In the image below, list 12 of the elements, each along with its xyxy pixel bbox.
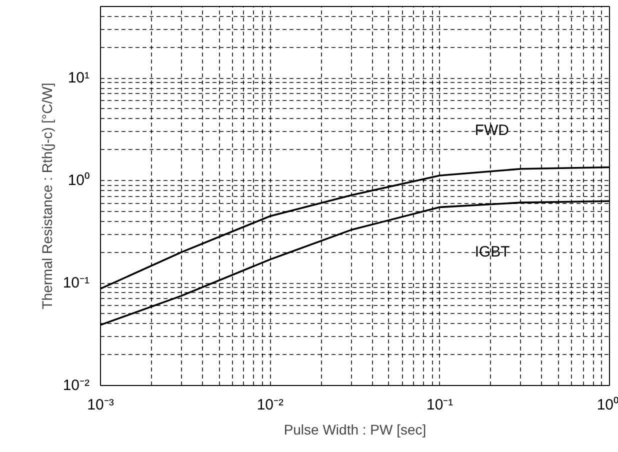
- x-axis-title: Pulse Width : PW [sec]: [284, 422, 426, 438]
- x-tick-label: 10⁻²: [256, 396, 284, 414]
- y-axis-title: Thermal Resistance : Rth(j-c) [°C/W]: [38, 82, 55, 310]
- x-tick-label: 10⁰: [596, 396, 618, 414]
- y-tick-label: 10⁻¹: [62, 274, 90, 292]
- text: FWD: [474, 122, 510, 140]
- y-tick-label: 10⁻²: [62, 377, 90, 394]
- text: IGBT: [474, 244, 510, 261]
- x-tick-label: 10⁻³: [87, 396, 114, 414]
- y-tick-label: 10⁰: [68, 172, 90, 190]
- y-tick-label: 10¹: [68, 70, 90, 87]
- x-tick-label: 10⁻¹: [426, 396, 454, 414]
